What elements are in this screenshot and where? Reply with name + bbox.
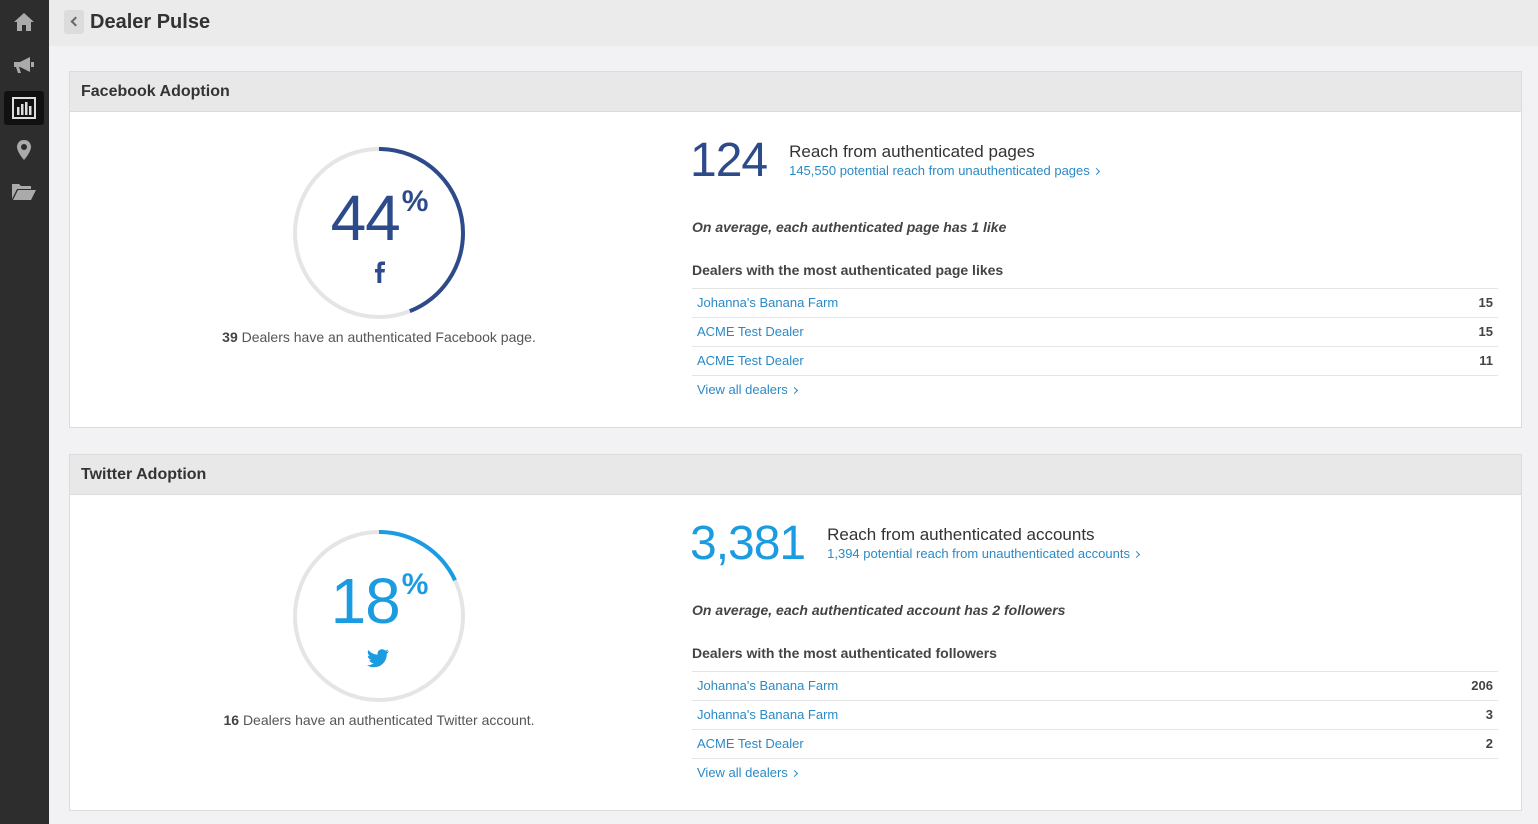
page-title: Dealer Pulse bbox=[90, 11, 211, 33]
view-all-text: View all dealers bbox=[697, 382, 788, 397]
list-title: Dealers with the most authenticated foll… bbox=[692, 645, 997, 661]
adoption-ring: 18% bbox=[289, 526, 469, 706]
dealer-row: ACME Test Dealer 11 bbox=[692, 346, 1498, 375]
ring-svg bbox=[293, 147, 465, 319]
campaigns-button[interactable] bbox=[4, 48, 44, 82]
reach-row: 3,381 Reach from authenticated accounts 1,… bbox=[690, 517, 1140, 571]
dealer-summary-text: Dealers have an authenticated Twitter ac… bbox=[242, 712, 535, 728]
potential-reach-text: 1,394 potential reach from unauthenticat… bbox=[827, 546, 1130, 561]
dealer-value: 11 bbox=[1479, 353, 1493, 368]
potential-reach-link[interactable]: 145,550 potential reach from unauthentic… bbox=[789, 163, 1100, 178]
ring-arc bbox=[293, 530, 465, 702]
back-button[interactable] bbox=[64, 10, 84, 34]
megaphone-icon bbox=[14, 57, 34, 73]
view-all-link[interactable]: View all dealers bbox=[697, 382, 798, 397]
dealer-link[interactable]: ACME Test Dealer bbox=[697, 324, 804, 339]
dealer-row: Johanna's Banana Farm 3 bbox=[692, 700, 1498, 729]
chevron bbox=[790, 769, 798, 778]
folder-icon bbox=[12, 184, 36, 200]
dealer-summary-text: Dealers have an authenticated Facebook p… bbox=[241, 329, 536, 345]
percent-value: 44% bbox=[289, 181, 469, 255]
card-header: Facebook Adoption bbox=[70, 72, 1521, 112]
reach-info: Reach from authenticated pages 145,550 po… bbox=[789, 142, 1100, 180]
reach-info: Reach from authenticated accounts 1,394 p… bbox=[827, 525, 1140, 563]
view-all-row: View all dealers bbox=[692, 758, 1498, 787]
reports-button[interactable] bbox=[4, 91, 44, 125]
dealer-row: ACME Test Dealer 2 bbox=[692, 729, 1498, 758]
sidebar bbox=[0, 0, 49, 824]
card-title: Twitter Adoption bbox=[81, 466, 207, 483]
average-text: On average, each authenticated account h… bbox=[692, 602, 1066, 618]
chevron bbox=[790, 386, 798, 395]
dealer-value: 3 bbox=[1485, 707, 1493, 722]
dealer-summary: 16 Dealers have an authenticated Twitter… bbox=[70, 712, 688, 728]
home-icon bbox=[14, 13, 34, 31]
potential-reach-link[interactable]: 1,394 potential reach from unauthenticat… bbox=[827, 546, 1140, 561]
potential-reach-text: 145,550 potential reach from unauthentic… bbox=[789, 163, 1090, 178]
dealer-row: Johanna's Banana Farm 206 bbox=[692, 671, 1498, 700]
dealer-value: 15 bbox=[1478, 324, 1493, 339]
pin-icon bbox=[17, 140, 31, 160]
chevron bbox=[1092, 167, 1100, 176]
dealer-value: 206 bbox=[1471, 678, 1493, 693]
reach-label: Reach from authenticated pages bbox=[789, 142, 1035, 161]
dealer-link[interactable]: ACME Test Dealer bbox=[697, 353, 804, 368]
percent-value: 18% bbox=[289, 564, 469, 638]
dealer-count: 39 bbox=[222, 329, 238, 345]
card-title: Facebook Adoption bbox=[81, 83, 230, 100]
dealer-link[interactable]: Johanna's Banana Farm bbox=[697, 707, 839, 722]
dealer-link[interactable]: Johanna's Banana Farm bbox=[697, 295, 839, 310]
facebook-icon bbox=[375, 261, 385, 283]
percent-number: 44 bbox=[330, 182, 401, 254]
top-bar: Dealer Pulse bbox=[49, 0, 1538, 46]
view-all-text: View all dealers bbox=[697, 765, 788, 780]
reach-number: 3,381 bbox=[690, 517, 806, 570]
dealer-row: ACME Test Dealer 15 bbox=[692, 317, 1498, 346]
dealer-value: 2 bbox=[1485, 736, 1493, 751]
adoption-card: Twitter Adoption 18% 16 Dealers have an au… bbox=[69, 454, 1522, 811]
percent-sign: % bbox=[401, 568, 429, 601]
list-title: Dealers with the most authenticated page… bbox=[692, 262, 1004, 278]
card-header: Twitter Adoption bbox=[70, 455, 1521, 495]
dealer-summary: 39 Dealers have an authenticated Faceboo… bbox=[70, 329, 688, 345]
dealer-link[interactable]: Johanna's Banana Farm bbox=[697, 678, 839, 693]
adoption-ring: 44% bbox=[289, 143, 469, 323]
dealer-value: 15 bbox=[1478, 295, 1493, 310]
chart-icon bbox=[12, 97, 36, 119]
view-all-link[interactable]: View all dealers bbox=[697, 765, 798, 780]
percent-number: 18 bbox=[330, 565, 401, 637]
dealer-row: Johanna's Banana Farm 15 bbox=[692, 288, 1498, 317]
reach-label: Reach from authenticated accounts bbox=[827, 525, 1095, 544]
twitter-icon bbox=[367, 649, 389, 668]
dealer-link[interactable]: ACME Test Dealer bbox=[697, 736, 804, 751]
home-button[interactable] bbox=[4, 5, 44, 39]
chevron bbox=[1132, 550, 1140, 559]
percent-sign: % bbox=[401, 185, 429, 218]
average-text: On average, each authenticated page has … bbox=[692, 219, 1007, 235]
locations-button[interactable] bbox=[4, 133, 44, 167]
dealer-count: 16 bbox=[223, 712, 240, 728]
reach-number: 124 bbox=[690, 134, 768, 187]
adoption-card: Facebook Adoption 44% 39 Dealers have an a… bbox=[69, 71, 1522, 428]
ring-arc bbox=[293, 147, 465, 319]
reach-row: 124 Reach from authenticated pages 145,550… bbox=[690, 134, 1100, 188]
ring-svg bbox=[293, 530, 465, 702]
view-all-row: View all dealers bbox=[692, 375, 1498, 404]
files-button[interactable] bbox=[4, 174, 44, 208]
